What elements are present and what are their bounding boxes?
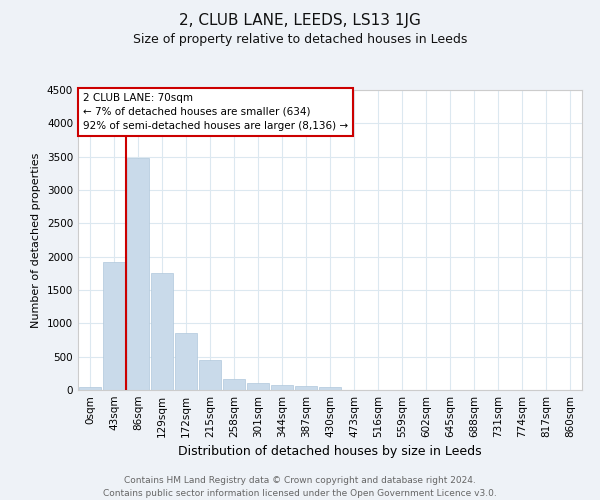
Bar <box>79 386 101 390</box>
Text: Size of property relative to detached houses in Leeds: Size of property relative to detached ho… <box>133 32 467 46</box>
Bar <box>271 384 293 390</box>
Text: 2, CLUB LANE, LEEDS, LS13 1JG: 2, CLUB LANE, LEEDS, LS13 1JG <box>179 12 421 28</box>
Bar <box>223 379 245 390</box>
Bar <box>199 360 221 390</box>
Bar <box>319 388 341 390</box>
Bar <box>175 332 197 390</box>
Bar <box>103 262 125 390</box>
Bar <box>127 158 149 390</box>
Text: 2 CLUB LANE: 70sqm
← 7% of detached houses are smaller (634)
92% of semi-detache: 2 CLUB LANE: 70sqm ← 7% of detached hous… <box>83 93 348 131</box>
X-axis label: Distribution of detached houses by size in Leeds: Distribution of detached houses by size … <box>178 446 482 458</box>
Bar <box>151 272 173 390</box>
Y-axis label: Number of detached properties: Number of detached properties <box>31 152 41 328</box>
Text: Contains HM Land Registry data © Crown copyright and database right 2024.
Contai: Contains HM Land Registry data © Crown c… <box>103 476 497 498</box>
Bar <box>247 383 269 390</box>
Bar <box>295 386 317 390</box>
